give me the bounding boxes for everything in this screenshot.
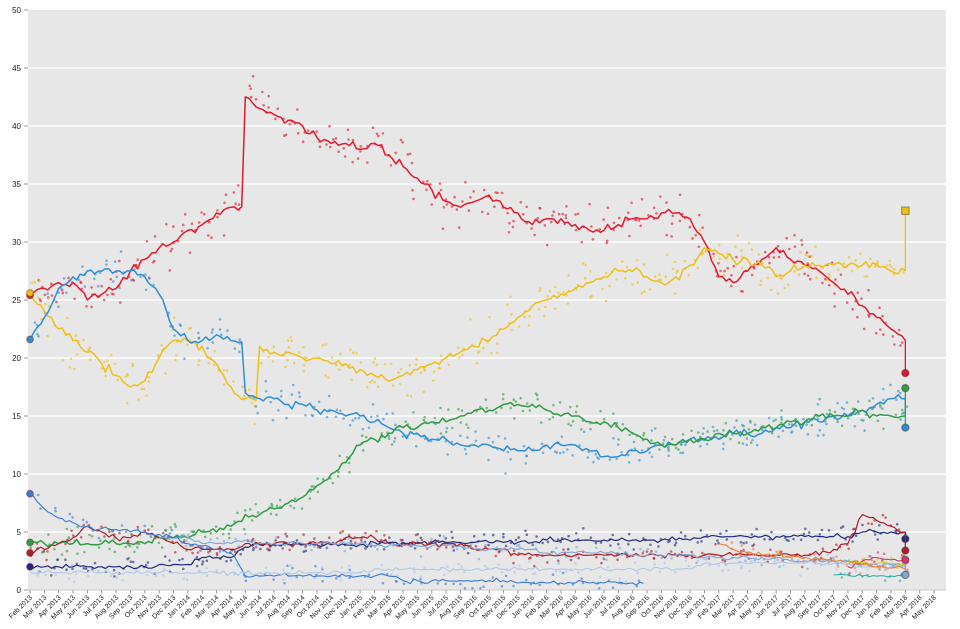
svg-text:0: 0 (17, 586, 22, 595)
scatter-paleblue (36, 553, 906, 584)
final-marker-yellow (901, 206, 910, 215)
trend-line-green (29, 401, 906, 548)
trend-line-magenta (847, 556, 906, 569)
scatter-darkred (35, 513, 908, 569)
trend-line-teal (833, 573, 906, 578)
svg-text:45: 45 (12, 64, 21, 73)
start-marker-blue (26, 335, 34, 344)
trend-line-paleblue (29, 561, 906, 577)
start-marker-navy (26, 562, 34, 571)
final-marker-red (901, 368, 910, 378)
final-marker-blue (901, 423, 910, 432)
trend-line-yellow (29, 247, 906, 402)
svg-text:5: 5 (17, 528, 22, 537)
trend-line-blue (29, 267, 906, 459)
scatter-mediumblue-sc (36, 493, 641, 590)
final-marker-magenta (901, 555, 910, 564)
svg-text:40: 40 (12, 122, 21, 131)
scatter-blue (33, 250, 909, 475)
final-marker-green (901, 384, 910, 393)
final-marker-cornflower (901, 570, 910, 580)
svg-text:20: 20 (12, 354, 21, 363)
trend-line-darkred (29, 514, 906, 559)
trend-line-mediumblue-sc (29, 493, 644, 586)
y-axis-labels: 0 5 10 15 20 25 30 35 40 45 50 (12, 6, 28, 595)
svg-text:35: 35 (12, 180, 21, 189)
trend-line-orange (718, 543, 906, 570)
start-marker-yellow (26, 289, 34, 297)
svg-text:30: 30 (12, 238, 21, 247)
trend-lines-layer (29, 96, 906, 586)
trend-line-yellow-small (847, 561, 906, 566)
start-marker-darkred (26, 548, 34, 557)
final-marker-darkred (901, 546, 910, 555)
trend-line-cornflower (159, 534, 906, 568)
svg-text:25: 25 (12, 296, 21, 305)
gridlines (28, 67, 946, 533)
start-marker-mediumblue-sc (26, 489, 34, 498)
scatter-yellow (30, 229, 905, 426)
svg-text:15: 15 (12, 412, 21, 421)
start-marker-green (26, 538, 34, 547)
poll-scatter-layer (29, 74, 910, 590)
trend-line-navy (29, 528, 906, 570)
svg-text:10: 10 (12, 470, 21, 479)
svg-text:50: 50 (12, 6, 21, 15)
election-markers-layer (26, 206, 910, 580)
